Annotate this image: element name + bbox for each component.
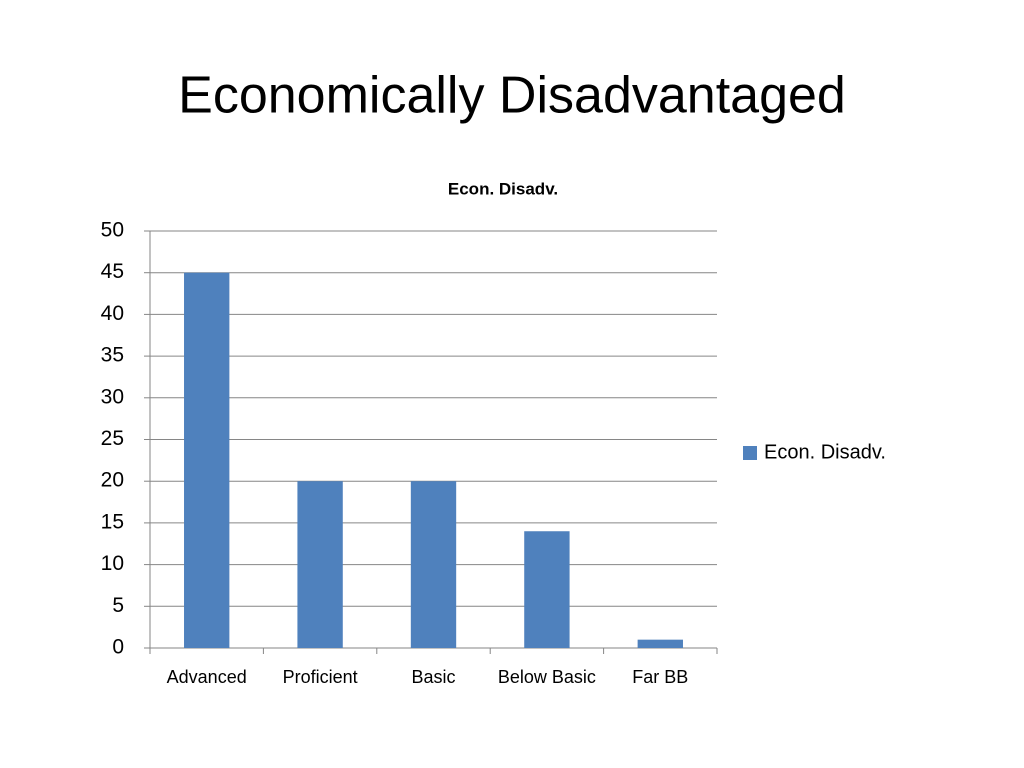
legend-label: Econ. Disadv.	[764, 441, 886, 463]
y-tick-label: 35	[101, 344, 124, 367]
y-tick-label: 15	[101, 510, 124, 533]
bar	[297, 481, 343, 648]
bar	[410, 481, 457, 648]
y-tick-label: 50	[101, 219, 124, 242]
y-tick-label: 30	[101, 385, 124, 408]
y-tick-label: 0	[112, 636, 124, 659]
y-tick-label: 40	[101, 302, 124, 325]
chart-title: Econ. Disadv.	[448, 179, 558, 198]
bar	[524, 531, 570, 648]
slide-title: Economically Disadvantaged	[178, 67, 846, 125]
bar	[184, 272, 230, 648]
x-tick-label: Far BB	[632, 667, 688, 687]
y-tick-label: 20	[101, 469, 124, 492]
bar	[637, 639, 683, 648]
x-tick-label: Basic	[411, 667, 455, 687]
legend-swatch	[743, 446, 757, 460]
y-tick-label: 45	[101, 260, 124, 283]
x-tick-label: Advanced	[167, 667, 247, 687]
y-tick-label: 5	[112, 594, 124, 617]
y-tick-label: 25	[101, 427, 124, 450]
x-tick-label: Below Basic	[498, 667, 596, 687]
y-tick-label: 10	[101, 552, 124, 575]
x-tick-label: Proficient	[283, 667, 358, 687]
